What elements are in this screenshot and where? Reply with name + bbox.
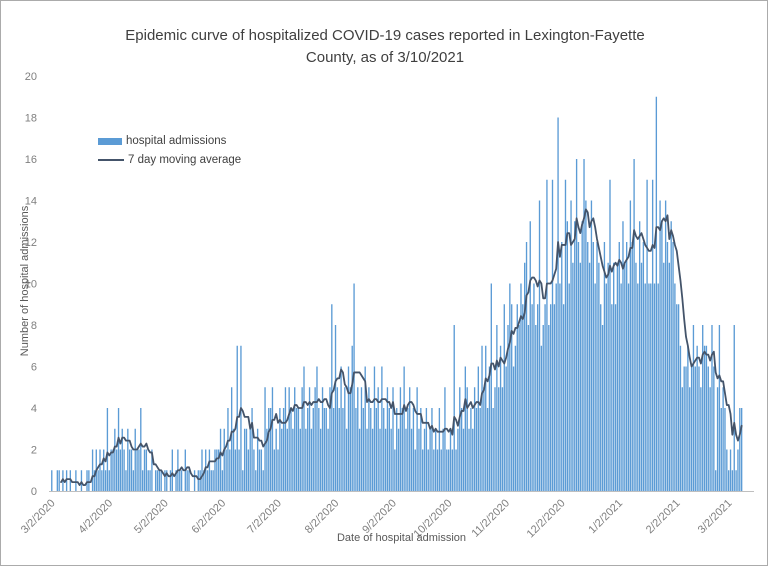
x-tick-label: 1/2/2021 (586, 497, 625, 536)
legend-label-hospital-admissions: hospital admissions (126, 135, 227, 147)
y-tick-label: 12 (25, 237, 37, 249)
x-tick-label: 4/2/2020 (76, 497, 115, 536)
x-tick-label: 8/2/2020 (303, 497, 342, 536)
legend: hospital admissions 7 day moving average (98, 134, 241, 172)
legend-item-moving-average: 7 day moving average (98, 153, 241, 167)
y-tick-label: 16 (25, 154, 37, 166)
y-tick-label: 6 (31, 362, 37, 374)
legend-line-swatch-icon (98, 159, 124, 161)
svg-text:6/2/2020: 6/2/2020 (190, 497, 229, 536)
x-tick-label: 3/2/2021 (696, 497, 735, 536)
y-tick-label: 0 (31, 486, 37, 498)
y-tick-label: 20 (25, 71, 37, 83)
x-tick-label: 3/2/2020 (19, 497, 58, 536)
svg-text:8/2/2020: 8/2/2020 (303, 497, 342, 536)
x-tick-label: 9/2/2020 (360, 497, 399, 536)
svg-text:2/2/2021: 2/2/2021 (644, 497, 683, 536)
svg-text:7/2/2020: 7/2/2020 (245, 497, 284, 536)
x-tick-label: 7/2/2020 (245, 497, 284, 536)
svg-text:1/2/2021: 1/2/2021 (586, 497, 625, 536)
chart-title-line1: Epidemic curve of hospitalized COVID-19 … (125, 27, 645, 44)
y-tick-label: 2 (31, 445, 37, 457)
svg-text:3/2/2021: 3/2/2021 (696, 497, 735, 536)
x-tick-label: 5/2/2020 (132, 497, 171, 536)
legend-bar-swatch-icon (98, 137, 122, 145)
y-tick-label: 4 (31, 403, 37, 415)
x-axis-title: Date of hospital admission (336, 532, 466, 544)
y-axis-tick-labels: 0 2 4 6 8 10 12 14 16 18 20 (25, 71, 37, 498)
x-tick-label: 2/2/2021 (644, 497, 683, 536)
y-tick-label: 18 (25, 113, 37, 125)
y-axis-title: Number of hospital admissions (19, 205, 31, 357)
y-tick-label: 8 (31, 320, 37, 332)
chart-title: Epidemic curve of hospitalized COVID-19 … (65, 25, 705, 69)
y-tick-label: 14 (25, 196, 37, 208)
chart-title-line2: County, as of 3/10/2021 (305, 49, 465, 66)
moving-average-line (60, 208, 743, 486)
legend-item-hospital-admissions: hospital admissions (98, 134, 241, 148)
svg-text:5/2/2020: 5/2/2020 (132, 497, 171, 536)
bars-series-hospital-admissions (51, 96, 743, 491)
svg-text:9/2/2020: 9/2/2020 (360, 497, 399, 536)
x-tick-label: 6/2/2020 (190, 497, 229, 536)
legend-label-moving-average: 7 day moving average (128, 154, 242, 166)
svg-text:3/2/2020: 3/2/2020 (19, 497, 58, 536)
svg-text:4/2/2020: 4/2/2020 (76, 497, 115, 536)
y-tick-label: 10 (25, 279, 37, 291)
